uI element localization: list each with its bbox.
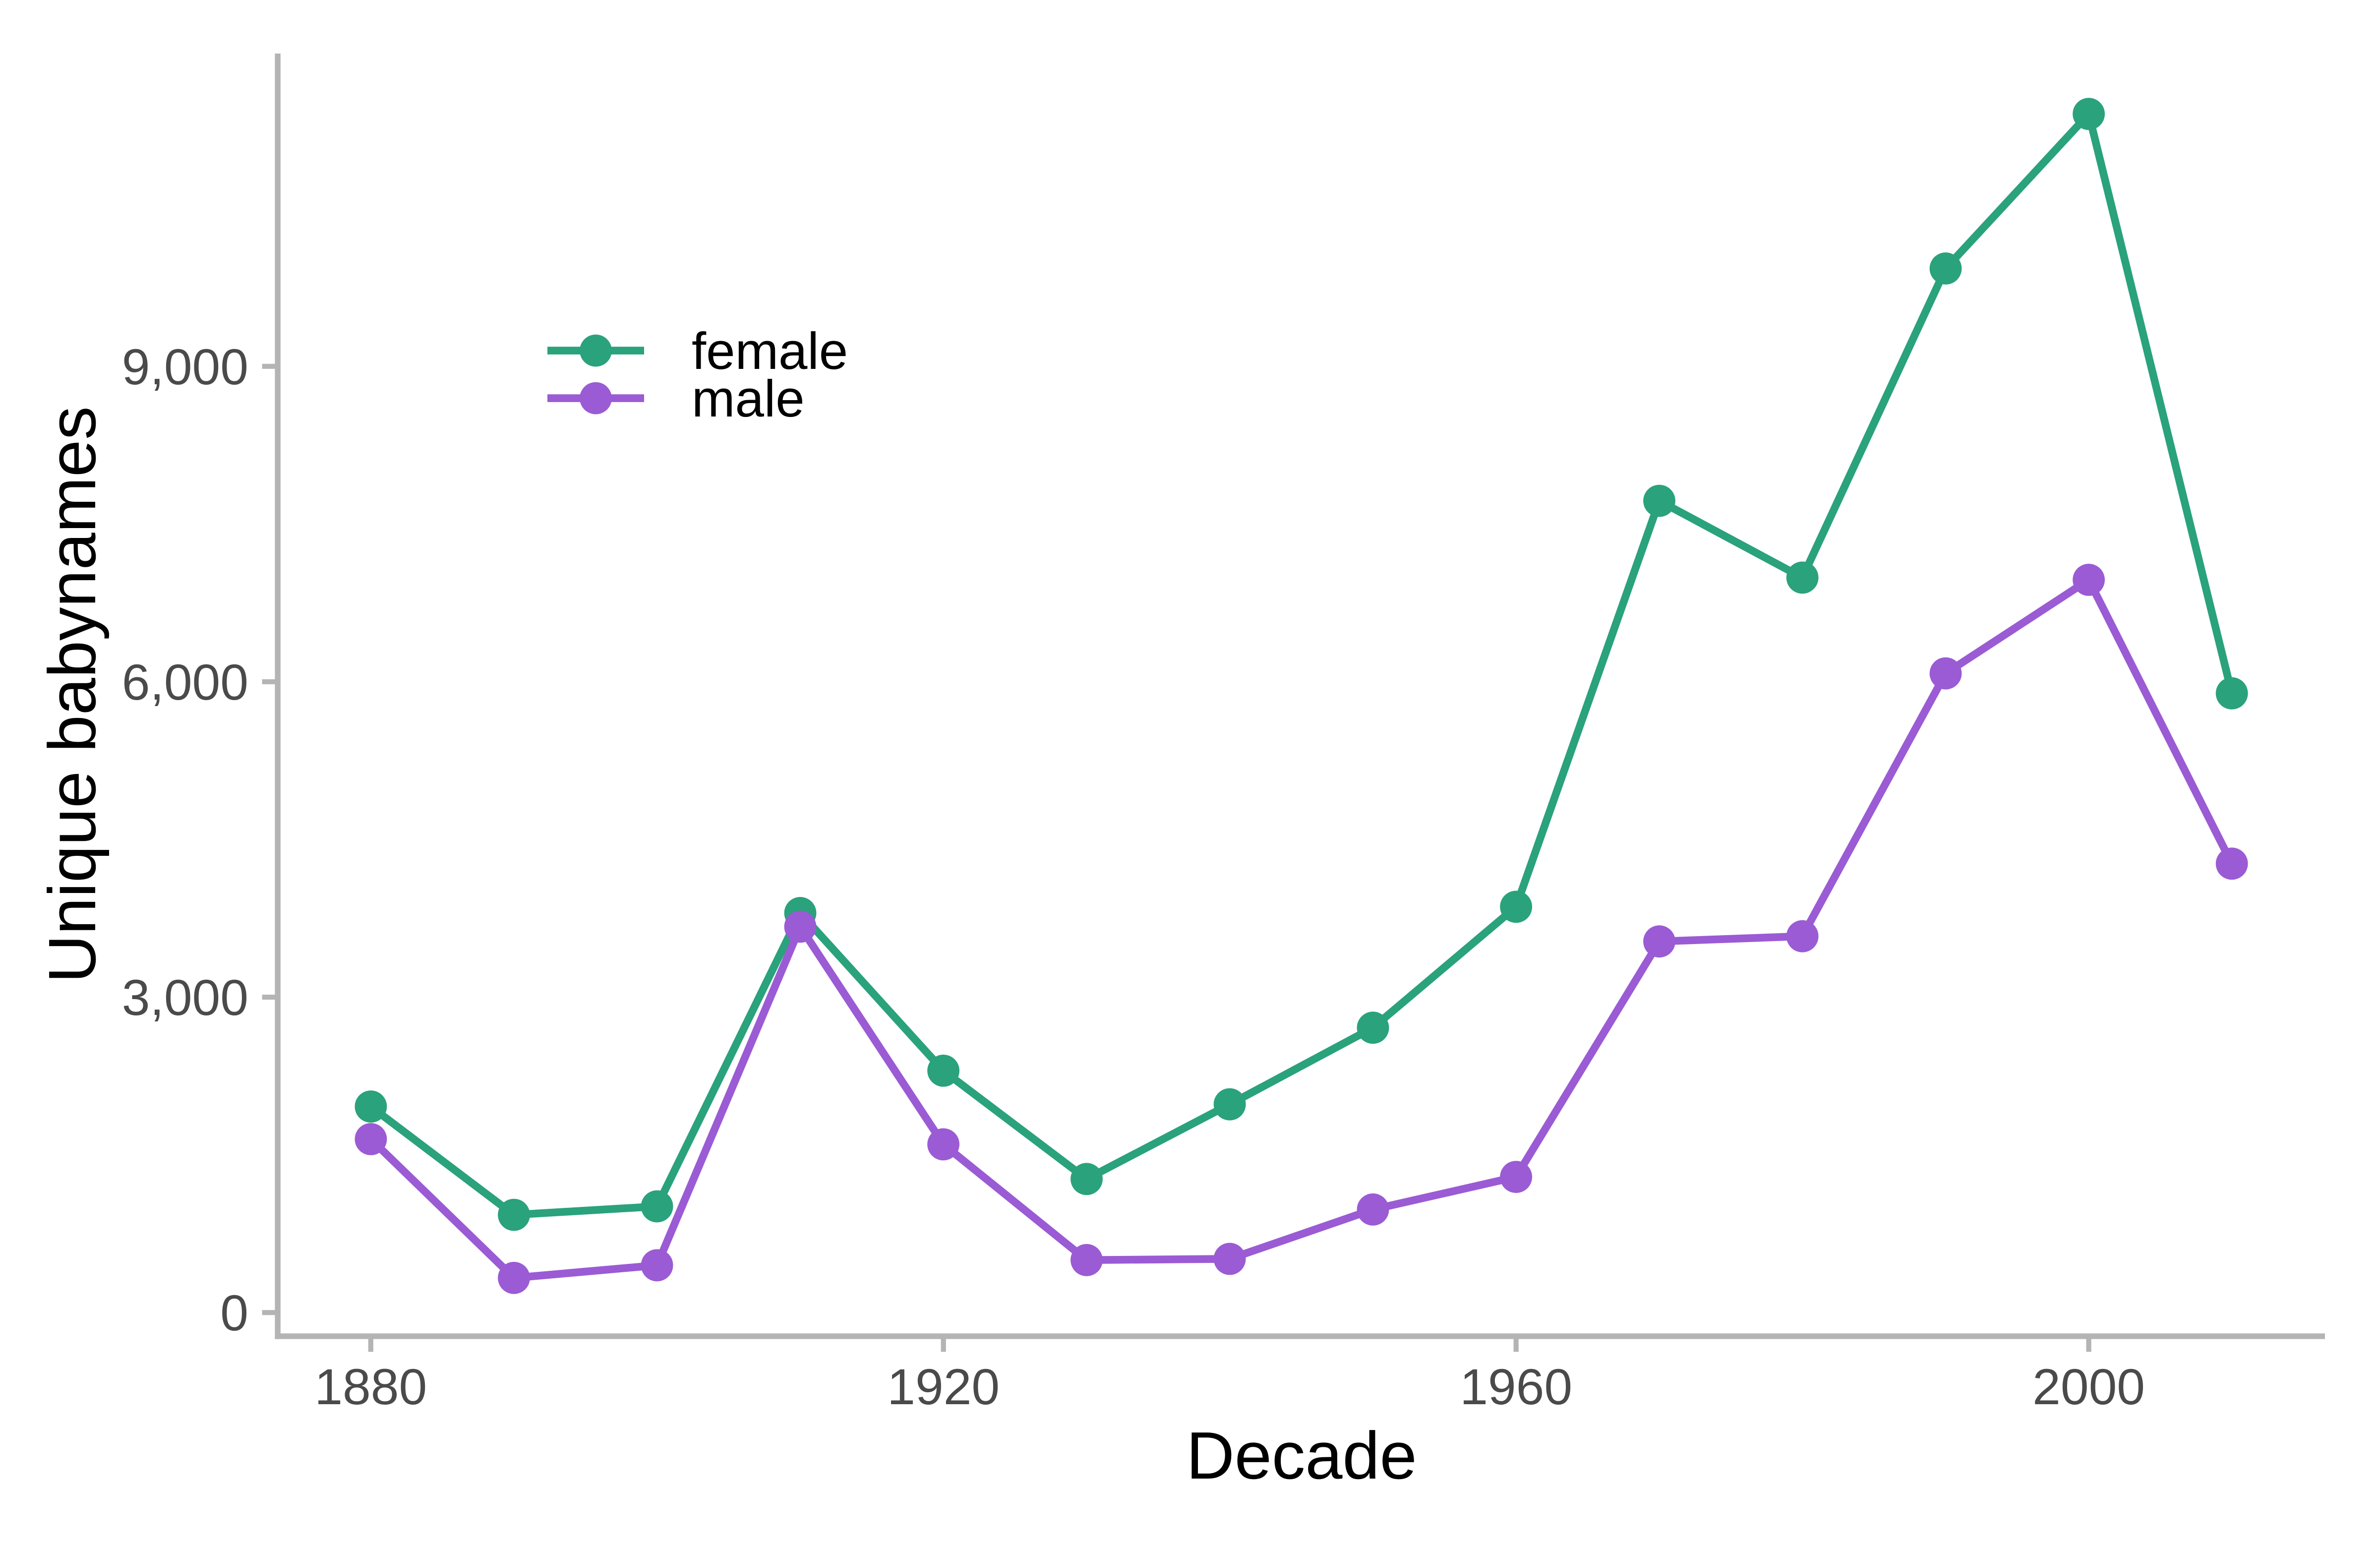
data-point-male-1990 — [1929, 657, 1962, 690]
x-axis-title: Decade — [1186, 1418, 1417, 1493]
y-tick-label: 3,000 — [122, 969, 248, 1026]
x-tick-label: 2000 — [2032, 1359, 2145, 1415]
series-line-male — [368, 576, 2236, 1282]
y-tick-label: 6,000 — [122, 654, 248, 711]
x-tick-label: 1920 — [887, 1359, 1000, 1415]
legend-label-female: female — [692, 322, 848, 380]
data-point-female-2010 — [2215, 677, 2248, 710]
legend-label-male: male — [692, 370, 805, 428]
data-point-male-1950 — [1357, 1193, 1389, 1226]
data-point-female-1880 — [355, 1090, 387, 1123]
data-point-male-1900 — [641, 1249, 673, 1282]
data-point-female-1960 — [1500, 891, 1532, 923]
data-point-female-1950 — [1357, 1012, 1389, 1044]
y-tick-label: 0 — [220, 1285, 248, 1341]
data-point-male-1910 — [784, 910, 817, 943]
legend-key-dot-male — [580, 382, 612, 415]
series-layer — [355, 98, 2248, 1294]
data-point-male-1930 — [1071, 1244, 1103, 1276]
y-axis-title: Unique babynames — [35, 406, 110, 983]
data-point-female-1940 — [1213, 1088, 1246, 1121]
data-point-male-1880 — [355, 1123, 387, 1155]
data-point-male-2010 — [2215, 847, 2248, 880]
x-tick-label: 1880 — [314, 1359, 427, 1415]
data-point-female-1900 — [641, 1190, 673, 1223]
legend-key-dot-female — [580, 334, 612, 367]
x-tick-label: 1960 — [1460, 1359, 1572, 1415]
data-point-male-1920 — [927, 1128, 959, 1161]
data-point-female-1890 — [498, 1198, 530, 1231]
data-point-female-1930 — [1071, 1163, 1103, 1195]
data-point-female-2000 — [2073, 98, 2105, 130]
data-point-female-1990 — [1929, 252, 1962, 285]
data-point-female-1980 — [1786, 561, 1819, 594]
data-point-male-1960 — [1500, 1161, 1532, 1193]
data-point-female-1920 — [927, 1055, 959, 1087]
data-point-male-1980 — [1786, 920, 1819, 952]
data-point-male-2000 — [2073, 564, 2105, 596]
data-point-male-1890 — [498, 1261, 530, 1294]
data-point-male-1940 — [1213, 1243, 1246, 1275]
data-point-male-1970 — [1643, 925, 1675, 958]
data-point-female-1970 — [1643, 484, 1675, 517]
axes-layer: 1880 1920 1960 2000 0 3,000 6,000 9,000 — [122, 54, 2325, 1415]
series-line-female — [368, 110, 2236, 1219]
y-tick-label: 9,000 — [122, 339, 248, 395]
